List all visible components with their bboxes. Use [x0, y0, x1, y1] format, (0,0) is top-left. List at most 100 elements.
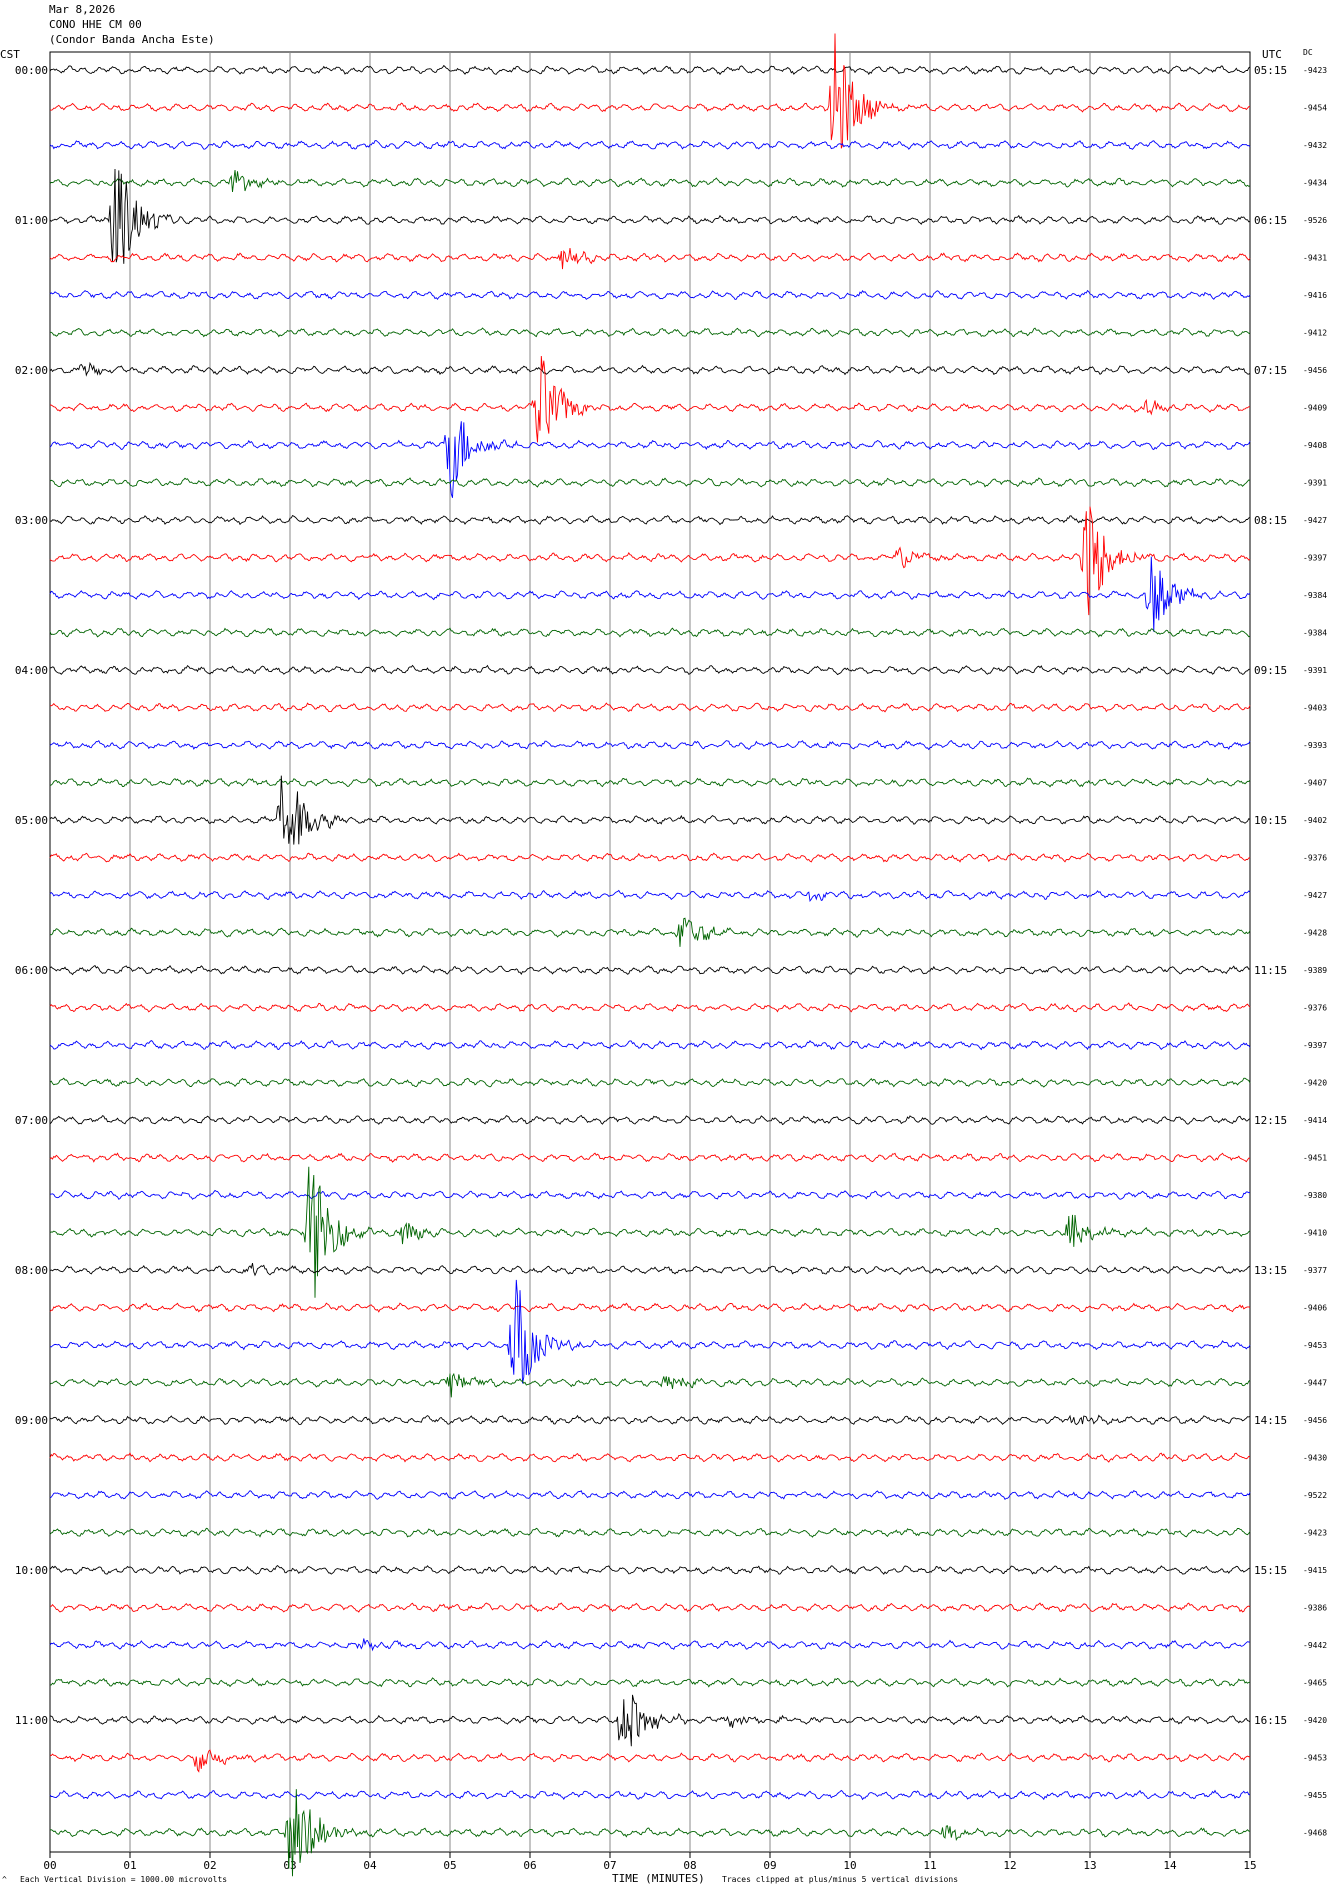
station-code: CONO HHE CM 00 [49, 18, 142, 31]
dc-value-label: -9416 [1303, 291, 1327, 300]
x-tick-label: 07 [603, 1859, 616, 1872]
seismic-trace [49, 1694, 1251, 1747]
x-axis-label: TIME (MINUTES) [612, 1872, 705, 1885]
seismic-trace [49, 739, 1251, 751]
seismic-trace [49, 248, 1251, 270]
dc-value-label: -9389 [1303, 966, 1327, 975]
dc-value-label: -9455 [1303, 1791, 1327, 1800]
seismic-trace [49, 168, 1251, 264]
dc-value-label: -9447 [1303, 1379, 1327, 1388]
seismic-trace [49, 889, 1251, 902]
seismic-trace [49, 627, 1251, 638]
seismic-trace [49, 140, 1251, 150]
seismic-trace [49, 1677, 1251, 1688]
dc-value-label: -9451 [1303, 1154, 1327, 1163]
seismic-trace [49, 1152, 1251, 1163]
dc-value-label: -9423 [1303, 66, 1327, 75]
cst-hour-label: 09:00 [15, 1414, 48, 1427]
x-tick-label: 02 [203, 1859, 216, 1872]
seismic-trace [49, 1452, 1251, 1463]
dc-value-label: -9522 [1303, 1491, 1327, 1500]
dc-value-label: -9427 [1303, 516, 1327, 525]
dc-value-label: -9386 [1303, 1604, 1327, 1613]
seismic-trace [49, 169, 1251, 193]
seismic-trace [49, 506, 1251, 616]
dc-value-label: -9403 [1303, 704, 1327, 713]
dc-value-label: -9384 [1303, 629, 1327, 638]
x-tick-label: 08 [683, 1859, 696, 1872]
dc-value-label: -9454 [1303, 104, 1327, 113]
seismic-trace [49, 1749, 1251, 1773]
seismic-trace [49, 777, 1251, 788]
seismic-trace [49, 1489, 1251, 1500]
utc-hour-label: 12:15 [1254, 1114, 1287, 1127]
dc-value-label: -9465 [1303, 1679, 1327, 1688]
x-tick-label: 01 [123, 1859, 136, 1872]
utc-hour-label: 06:15 [1254, 214, 1287, 227]
seismic-trace [49, 64, 1251, 76]
dc-value-label: -9407 [1303, 779, 1327, 788]
seismic-trace [49, 702, 1251, 713]
x-tick-label: 12 [1003, 1859, 1016, 1872]
dc-value-label: -9420 [1303, 1079, 1327, 1088]
seismic-trace [49, 355, 1251, 443]
seismic-trace [49, 664, 1250, 676]
dc-value-label: -9430 [1303, 1454, 1327, 1463]
utc-hour-label: 08:15 [1254, 514, 1287, 527]
seismic-trace [49, 361, 1251, 377]
dc-value-label: -9391 [1303, 666, 1327, 675]
seismic-trace [49, 1077, 1251, 1088]
x-tick-label: 09 [763, 1859, 776, 1872]
seismic-trace [49, 1002, 1251, 1013]
seismic-trace [49, 289, 1251, 300]
seismic-trace [49, 1602, 1251, 1613]
dc-value-label: -9376 [1303, 854, 1327, 863]
dc-value-label: -9432 [1303, 141, 1327, 150]
seismic-trace [49, 1565, 1251, 1575]
cst-hour-label: 07:00 [15, 1114, 48, 1127]
x-tick-label: 14 [1163, 1859, 1177, 1872]
x-tick-label: 13 [1083, 1859, 1096, 1872]
dc-value-label: -9456 [1303, 366, 1327, 375]
dc-column-label: DC [1303, 48, 1313, 57]
plot-frame [49, 51, 1251, 1853]
seismic-trace [49, 1040, 1251, 1051]
cst-hour-label: 05:00 [15, 814, 48, 827]
cst-hour-label: 04:00 [15, 664, 48, 677]
dc-value-label: -9431 [1303, 254, 1327, 263]
station-name: (Condor Banda Ancha Este) [49, 33, 215, 46]
x-tick-label: 06 [523, 1859, 536, 1872]
scale-note: Each Vertical Division = 1000.00 microvo… [20, 1875, 228, 1884]
corner-mark: ^ [2, 1875, 7, 1884]
seismic-trace [49, 1372, 1251, 1398]
cst-hour-label: 00:00 [15, 64, 48, 77]
utc-hour-label: 16:15 [1254, 1714, 1287, 1727]
dc-value-label: -9414 [1303, 1116, 1327, 1125]
dc-value-label: -9423 [1303, 1529, 1327, 1538]
dc-value-label: -9391 [1303, 479, 1327, 488]
utc-hour-label: 09:15 [1254, 664, 1287, 677]
seismic-trace [49, 421, 1251, 498]
utc-hour-label: 14:15 [1254, 1414, 1287, 1427]
seismic-trace [49, 515, 1251, 526]
utc-hour-label: 11:15 [1254, 964, 1287, 977]
dc-value-label: -9526 [1303, 216, 1327, 225]
seismic-trace [49, 1789, 1251, 1877]
x-tick-label: 04 [363, 1859, 377, 1872]
dc-value-label: -9402 [1303, 816, 1327, 825]
dc-value-label: -9409 [1303, 404, 1327, 413]
seismic-trace [49, 1302, 1251, 1313]
utc-hour-label: 07:15 [1254, 364, 1287, 377]
cst-hour-label: 06:00 [15, 964, 48, 977]
seismic-trace [49, 1527, 1251, 1538]
dc-value-label: -9412 [1303, 329, 1327, 338]
cst-hour-label: 08:00 [15, 1264, 48, 1277]
dc-value-label: -9376 [1303, 1004, 1327, 1013]
x-tick-label: 05 [443, 1859, 456, 1872]
dc-value-label: -9453 [1303, 1754, 1327, 1763]
dc-value-label: -9420 [1303, 1716, 1327, 1725]
seismic-trace [49, 1279, 1251, 1384]
dc-value-label: -9377 [1303, 1266, 1327, 1275]
right-timezone-label: UTC [1262, 48, 1282, 61]
